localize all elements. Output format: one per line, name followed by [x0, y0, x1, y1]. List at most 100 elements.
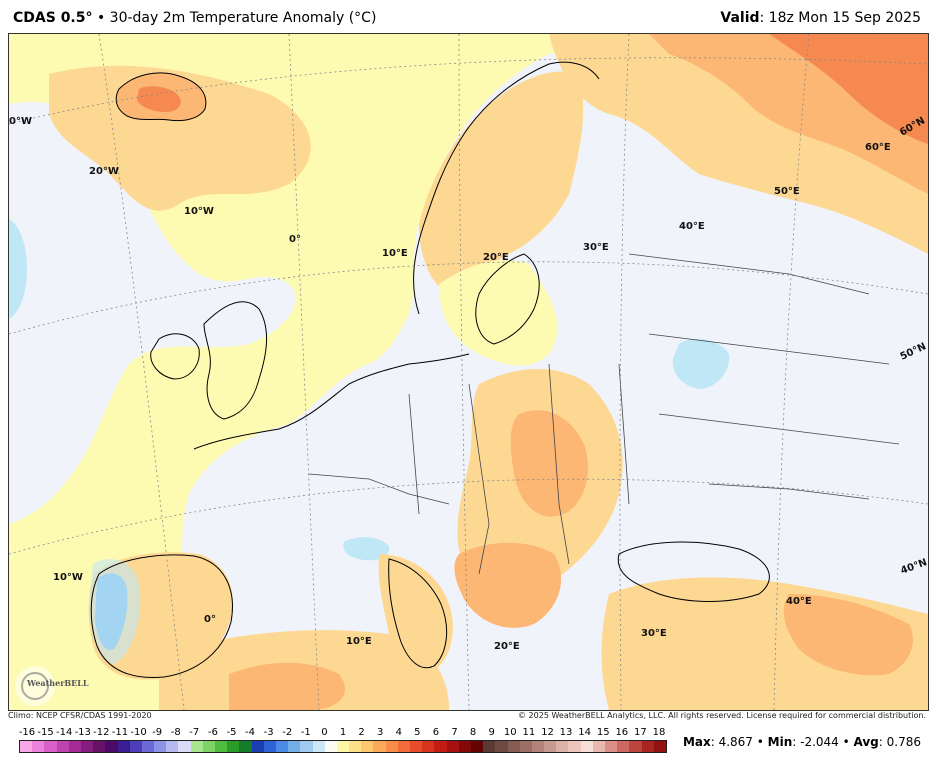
- colorbar-swatch: [385, 741, 398, 752]
- colorbar-tick: 4: [395, 727, 402, 738]
- colorbar-tick: -14: [56, 727, 73, 738]
- colorbar-tick-labels: -16 -15 -14 -13 -12 -11 -10 -9 -8 -7 -6 -5 -4 -3 -2 -1 0…: [19, 727, 667, 739]
- colorbar: [19, 740, 667, 753]
- colorbar-swatch: [178, 741, 191, 752]
- lon-label-0-bottom: 0°: [204, 614, 216, 625]
- colorbar-tick: -7: [189, 727, 200, 738]
- lon-label-20w: 20°W: [89, 166, 119, 177]
- colorbar-swatch: [227, 741, 240, 752]
- colorbar-swatch: [568, 741, 581, 752]
- colorbar-tick: 0: [321, 727, 328, 738]
- lon-label-20e-top: 20°E: [483, 252, 509, 263]
- avg-value: : 0.786: [878, 735, 921, 749]
- colorbar-swatch: [531, 741, 545, 752]
- colorbar-swatch: [544, 741, 557, 752]
- eastern-europe-warmer: [510, 410, 588, 517]
- valid-label: Valid: [720, 10, 760, 26]
- min-value: : -2.044 •: [792, 735, 854, 749]
- lon-label-50e: 50°E: [774, 186, 800, 197]
- colorbar-swatch: [275, 741, 289, 752]
- colorbar-swatch: [288, 741, 301, 752]
- map-title: CDAS 0.5° • 30-day 2m Temperature Anomal…: [13, 10, 376, 26]
- colorbar-tick: 15: [596, 727, 610, 738]
- colorbar-tick: 1: [339, 727, 347, 738]
- colorbar-tick: 9: [488, 727, 495, 738]
- lon-label-0-top: 0°: [289, 234, 301, 245]
- colorbar-tick: 8: [469, 727, 477, 738]
- lon-label-60e: 60°E: [865, 142, 891, 153]
- colorbar-tick: -3: [263, 727, 274, 738]
- colorbar-swatch: [20, 741, 33, 752]
- coastline-iberia: [90, 554, 233, 679]
- coastline-black-sea: [617, 541, 770, 602]
- lon-label-40e-bottom: 40°E: [786, 596, 812, 607]
- atlantic-cool-neutral-region: [9, 102, 296, 524]
- colorbar-swatch: [410, 741, 423, 752]
- colorbar-tick: -4: [245, 727, 256, 738]
- colorbar-swatch: [312, 741, 325, 752]
- colorbar-swatch: [215, 741, 228, 752]
- colorbar-tick: -16: [18, 727, 36, 738]
- colorbar-swatch: [605, 741, 618, 752]
- colorbar-swatch: [580, 741, 593, 752]
- field-stats: Max: 4.867 • Min: -2.044 • Avg: 0.786: [683, 735, 921, 749]
- colorbar-swatch: [117, 741, 130, 752]
- colorbar-swatch: [592, 741, 605, 752]
- colorbar-tick: -10: [130, 727, 147, 738]
- colorbar-swatch: [105, 741, 118, 752]
- lon-label-10e-top: 10°E: [382, 248, 408, 259]
- colorbar-swatch: [653, 741, 666, 752]
- product-name: 30-day 2m Temperature Anomaly (°C): [109, 10, 377, 26]
- country-borders: [308, 253, 900, 575]
- colorbar-swatch: [556, 741, 569, 752]
- valid-time: Valid: 18z Mon 15 Sep 2025: [720, 10, 921, 26]
- climo-note: Climo: NCEP CFSR/CDAS 1991-2020: [8, 711, 152, 720]
- colorbar-swatch: [495, 741, 508, 752]
- max-label: Max: [682, 735, 711, 749]
- colorbar-swatch: [93, 741, 106, 752]
- colorbar-swatch: [434, 741, 447, 752]
- colorbar-tick: 17: [634, 727, 647, 738]
- colorbar-swatch: [336, 741, 350, 752]
- colorbar-tick: 14: [578, 727, 592, 738]
- lon-label-10w-top: 10°W: [184, 206, 214, 217]
- coastline-ireland: [150, 333, 200, 380]
- north-atlantic-warm-region: [49, 65, 311, 211]
- colorbar-swatch: [617, 741, 630, 752]
- min-label: Min: [767, 735, 793, 749]
- colorbar-swatch: [190, 741, 203, 752]
- colorbar-swatch: [68, 741, 81, 752]
- colorbar-tick: 11: [522, 727, 536, 738]
- colorbar-swatch: [263, 741, 276, 752]
- colorbar-tick: -5: [226, 727, 237, 738]
- colorbar-swatch: [239, 741, 252, 752]
- colorbar-swatch: [154, 741, 167, 752]
- colorbar-swatch: [166, 741, 179, 752]
- colorbar-tick: -1: [300, 727, 311, 738]
- colorbar-swatch: [458, 741, 471, 752]
- colorbar-tick: 5: [414, 727, 421, 738]
- lon-label-20e-bottom: 20°E: [494, 641, 520, 652]
- colorbar-swatch: [446, 741, 459, 752]
- anomaly-map[interactable]: 0°W 20°W 10°W 0° 10°E 20°E 30°E 40°E 50°…: [8, 33, 929, 711]
- lon-label-40e-top: 40°E: [679, 221, 705, 232]
- arctic-hot-core: [769, 34, 928, 144]
- central-europe-neutral: [309, 394, 479, 534]
- graticule: [9, 34, 928, 710]
- watermark-text: WeatherBELL: [26, 678, 89, 688]
- coastline-italy: [388, 558, 448, 669]
- colorbar-swatch: [324, 741, 337, 752]
- colorbar-tick: -2: [282, 727, 293, 738]
- italy-warm: [378, 554, 453, 675]
- colorbar-swatch: [507, 741, 520, 752]
- coastline-norway: [413, 61, 600, 315]
- copyright-note: © 2025 WeatherBELL Analytics, LLC. All r…: [518, 711, 926, 720]
- colorbar-swatch: [202, 741, 215, 752]
- colorbar-swatch: [470, 741, 484, 752]
- colorbar-swatch: [44, 741, 57, 752]
- colorbar-tick: 7: [451, 727, 458, 738]
- colorbar-tick: -9: [152, 727, 163, 738]
- map-header: CDAS 0.5° • 30-day 2m Temperature Anomal…: [0, 0, 935, 32]
- map-canvas: 0°W 20°W 10°W 0° 10°E 20°E 30°E 40°E 50°…: [9, 34, 928, 710]
- russia-cool-spot: [672, 338, 730, 389]
